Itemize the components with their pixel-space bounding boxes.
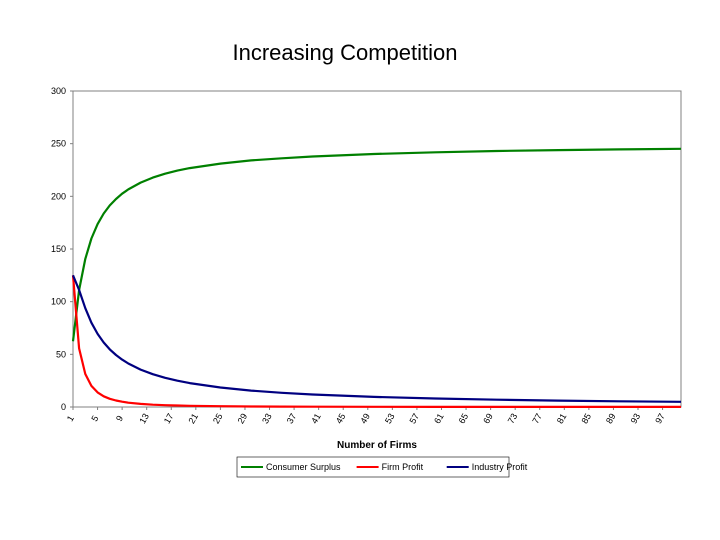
plot-area [72,90,682,408]
x-tick-label: 97 [653,412,667,426]
legend-label-consumer-surplus: Consumer Surplus [266,462,341,472]
series-lines [71,147,682,408]
y-tick-label: 200 [51,191,66,201]
x-tick-label: 25 [211,412,225,426]
legend-box [236,456,510,478]
chart-title: Increasing Competition [232,40,458,65]
y-tick-label: 250 [51,139,66,149]
legend: Consumer Surplus Firm Profit Industry Prof… [241,462,528,472]
x-tick-label: 85 [579,412,593,426]
x-tick-label: 1 [65,414,76,423]
x-tick-label: 49 [358,412,372,426]
x-tick-label: 37 [285,412,299,426]
x-tick-label: 73 [506,412,520,426]
series-line-consumer-surplus [71,147,682,342]
x-tick-label: 13 [137,412,151,426]
x-tick-label: 89 [604,412,618,426]
y-tick-label: 50 [56,349,66,359]
x-tick-label: 93 [629,412,643,426]
x-tick-label: 21 [186,412,200,426]
series-line-industry-profit [71,274,682,403]
x-tick-label: 17 [162,412,176,426]
legend-label-firm-profit: Firm Profit [382,462,424,472]
x-tick-label: 5 [89,414,100,423]
x-tick-label: 69 [481,412,495,426]
x-tick-label: 41 [309,412,323,426]
x-tick-label: 65 [457,412,471,426]
x-tick-label: 77 [530,412,544,426]
y-tick-label: 100 [51,297,66,307]
x-tick-label: 33 [260,412,274,426]
x-tick-label: 57 [407,412,421,426]
x-tick-label: 81 [555,412,569,426]
x-tick-label: 29 [236,412,250,426]
legend-label-industry-profit: Industry Profit [472,462,528,472]
x-tick-label: 53 [383,412,397,426]
series-line-firm-profit [71,275,681,408]
x-tick-label: 45 [334,412,348,426]
x-axis-label: Number of Firms [337,440,417,451]
y-tick-label: 0 [61,402,66,412]
x-tick-label: 61 [432,412,446,426]
y-tick-label: 300 [51,86,66,96]
y-axis: 0 50 100 150 200 250 300 [51,86,73,412]
y-tick-label: 150 [51,244,66,254]
x-axis: 1 5 9 13 17 21 25 29 33 37 41 45 49 53 57 61 65 69 73 77 81 8… [65,407,667,425]
x-tick-label: 9 [114,414,125,423]
